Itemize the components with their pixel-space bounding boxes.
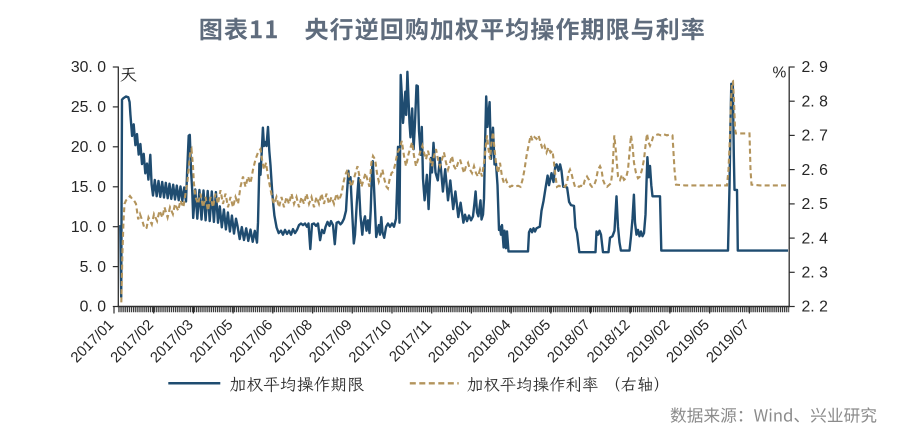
svg-text:2. 8: 2. 8 xyxy=(802,93,829,110)
svg-text:2. 2: 2. 2 xyxy=(802,299,828,316)
svg-text:2. 3: 2. 3 xyxy=(802,265,829,282)
svg-text:2. 6: 2. 6 xyxy=(802,162,829,179)
svg-text:%: % xyxy=(773,65,787,82)
svg-text:25. 0: 25. 0 xyxy=(71,99,106,116)
svg-text:30. 0: 30. 0 xyxy=(71,59,106,76)
svg-text:2. 9: 2. 9 xyxy=(802,59,829,76)
svg-text:2. 5: 2. 5 xyxy=(802,196,829,213)
svg-text:0. 0: 0. 0 xyxy=(80,299,107,316)
svg-text:5. 0: 5. 0 xyxy=(80,259,107,276)
svg-text:2. 7: 2. 7 xyxy=(802,128,828,145)
svg-text:15. 0: 15. 0 xyxy=(71,179,106,196)
svg-text:2. 4: 2. 4 xyxy=(802,230,829,247)
svg-text:20. 0: 20. 0 xyxy=(71,139,106,156)
svg-text:10. 0: 10. 0 xyxy=(71,219,106,236)
